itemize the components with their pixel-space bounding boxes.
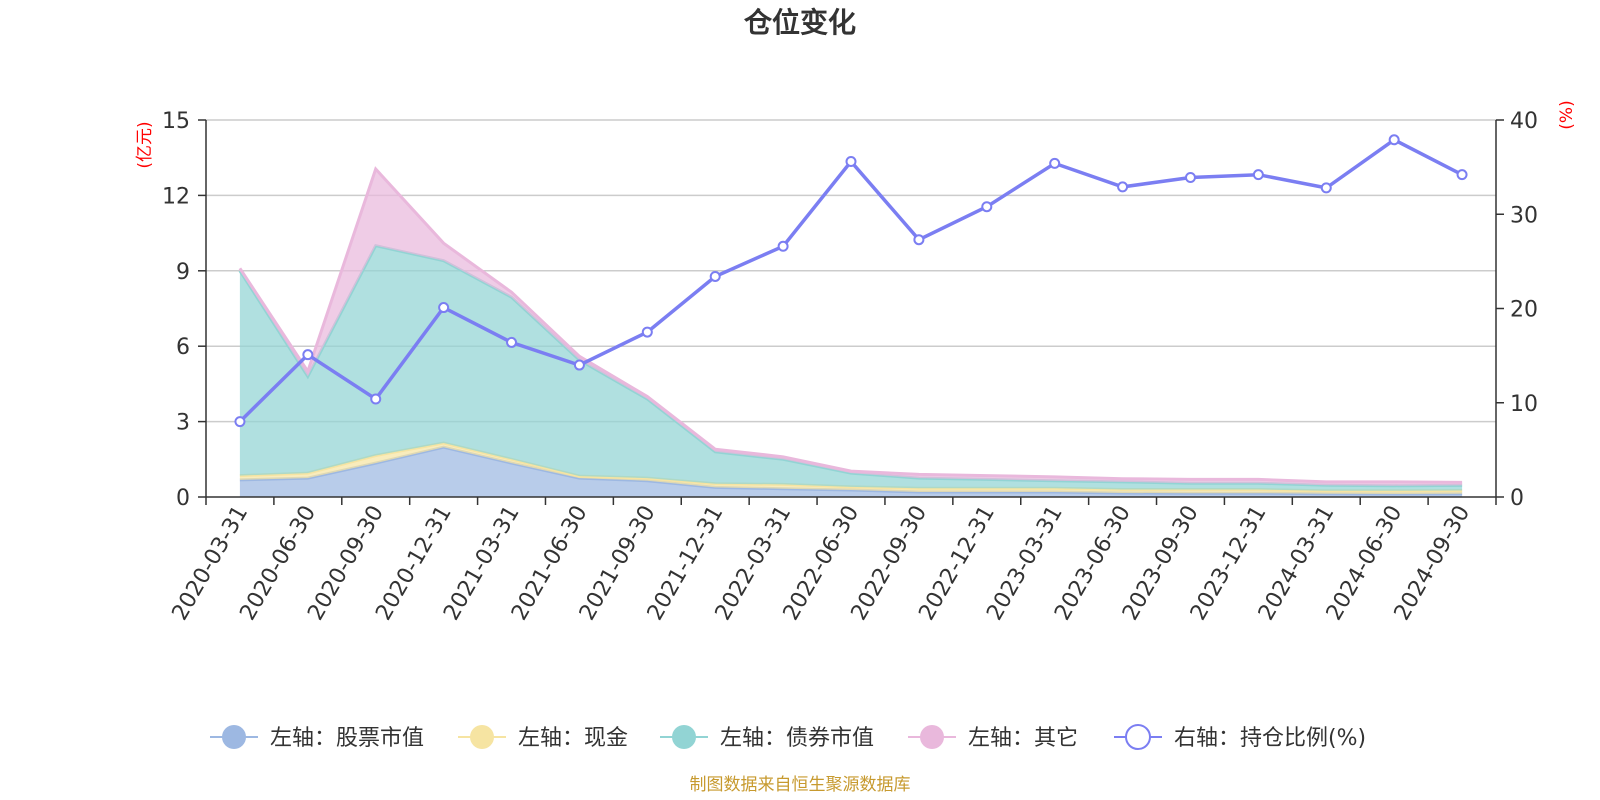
ratio-point: [845, 155, 857, 167]
legend-label: 左轴：股票市值: [270, 726, 424, 751]
ratio-point: [981, 201, 993, 213]
legend-marker: [1125, 724, 1151, 750]
legend-item[interactable]: 右轴：持仓比例(%): [1114, 724, 1366, 751]
ratio-point: [641, 326, 653, 338]
legend[interactable]: 左轴：股票市值 左轴：现金 左轴：债券市值 左轴：其它 右轴：持仓比例(%): [210, 724, 1366, 751]
ratio-point: [1117, 181, 1129, 193]
legend-label: 左轴：债券市值: [720, 726, 874, 751]
legend-label: 左轴：其它: [968, 726, 1078, 751]
legend-item[interactable]: 左轴：股票市值: [210, 725, 424, 751]
legend-label: 左轴：现金: [518, 726, 628, 751]
area-左轴：股票市值: [239, 447, 1463, 497]
legend-label: 右轴：持仓比例(%): [1174, 726, 1366, 751]
right-axis-tick-label: 0: [1510, 486, 1524, 511]
area-edge-左轴：其它: [238, 166, 1463, 484]
ratio-point: [370, 393, 382, 405]
ratio-point: [506, 336, 518, 348]
ratio-point: [1456, 169, 1468, 181]
legend-item[interactable]: 左轴：现金: [458, 725, 628, 751]
chart-title: 仓位变化: [744, 6, 856, 39]
right-axis-tick-label: 20: [1510, 298, 1538, 323]
left-axis-tick-label: 15: [162, 109, 190, 134]
stacked-areas: [238, 166, 1463, 497]
left-axis-unit: (亿元): [135, 121, 155, 168]
legend-marker: [222, 725, 246, 749]
left-axis-tick-label: 6: [176, 335, 190, 360]
ratio-point: [573, 359, 585, 371]
area-左轴：债券市值: [239, 245, 1463, 491]
source-note: 制图数据来自恒生聚源数据库: [690, 775, 911, 795]
right-axis-tick-label: 40: [1510, 109, 1538, 134]
ratio-point: [1320, 182, 1332, 194]
left-axis-tick-label: 0: [176, 486, 190, 511]
ratio-point: [438, 302, 450, 314]
ratio-point: [1252, 169, 1264, 181]
ratio-point: [302, 349, 314, 361]
right-axis-unit: (%): [1557, 100, 1577, 129]
right-axis-tick-label: 10: [1510, 392, 1538, 417]
left-axis-tick-label: 3: [176, 411, 190, 436]
ratio-point: [913, 234, 925, 246]
ratio-point: [1049, 157, 1061, 169]
ratio-point: [777, 240, 789, 252]
ratio-point: [709, 270, 721, 282]
legend-item[interactable]: 左轴：债券市值: [660, 725, 874, 751]
left-axis-tick-label: 9: [176, 260, 190, 285]
legend-marker: [470, 725, 494, 749]
right-axis-tick-label: 30: [1510, 203, 1538, 228]
left-axis-tick-label: 12: [162, 184, 190, 209]
legend-marker: [920, 725, 944, 749]
ratio-point: [234, 416, 246, 428]
legend-marker: [672, 725, 696, 749]
ratio-point: [1388, 134, 1400, 146]
ratio-line-series: [234, 134, 1468, 428]
legend-item[interactable]: 左轴：其它: [908, 725, 1078, 751]
ratio-point: [1184, 171, 1196, 183]
